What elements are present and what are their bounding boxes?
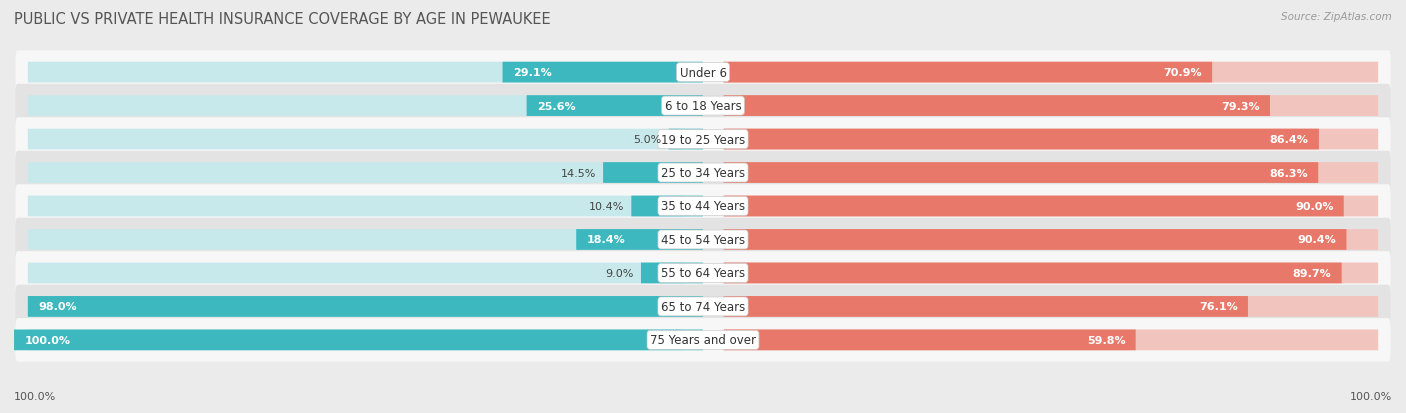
- FancyBboxPatch shape: [724, 196, 1378, 217]
- FancyBboxPatch shape: [724, 263, 1378, 284]
- FancyBboxPatch shape: [527, 96, 703, 117]
- Text: 5.0%: 5.0%: [634, 135, 662, 145]
- FancyBboxPatch shape: [724, 96, 1270, 117]
- FancyBboxPatch shape: [724, 230, 1378, 250]
- FancyBboxPatch shape: [641, 263, 703, 284]
- Text: 25 to 34 Years: 25 to 34 Years: [661, 166, 745, 180]
- Text: 10.4%: 10.4%: [589, 202, 624, 211]
- Text: 19 to 25 Years: 19 to 25 Years: [661, 133, 745, 146]
- FancyBboxPatch shape: [14, 330, 703, 350]
- FancyBboxPatch shape: [28, 129, 682, 150]
- FancyBboxPatch shape: [15, 218, 1391, 261]
- Text: 100.0%: 100.0%: [1350, 392, 1392, 401]
- FancyBboxPatch shape: [724, 196, 1344, 217]
- Text: 86.3%: 86.3%: [1270, 168, 1308, 178]
- Text: 79.3%: 79.3%: [1220, 101, 1260, 112]
- FancyBboxPatch shape: [724, 296, 1378, 317]
- Text: 90.0%: 90.0%: [1295, 202, 1333, 211]
- Text: 35 to 44 Years: 35 to 44 Years: [661, 200, 745, 213]
- FancyBboxPatch shape: [15, 85, 1391, 128]
- FancyBboxPatch shape: [724, 63, 1212, 83]
- FancyBboxPatch shape: [28, 296, 682, 317]
- Text: 29.1%: 29.1%: [513, 68, 551, 78]
- Text: 75 Years and over: 75 Years and over: [650, 334, 756, 347]
- Text: 14.5%: 14.5%: [561, 168, 596, 178]
- FancyBboxPatch shape: [15, 318, 1391, 362]
- Text: 100.0%: 100.0%: [24, 335, 70, 345]
- FancyBboxPatch shape: [724, 230, 1347, 250]
- Text: 90.4%: 90.4%: [1298, 235, 1336, 245]
- FancyBboxPatch shape: [15, 185, 1391, 228]
- FancyBboxPatch shape: [28, 63, 682, 83]
- FancyBboxPatch shape: [502, 63, 703, 83]
- FancyBboxPatch shape: [15, 152, 1391, 195]
- Text: 45 to 54 Years: 45 to 54 Years: [661, 233, 745, 247]
- FancyBboxPatch shape: [631, 196, 703, 217]
- FancyBboxPatch shape: [724, 163, 1319, 183]
- Text: 9.0%: 9.0%: [606, 268, 634, 278]
- Text: 59.8%: 59.8%: [1087, 335, 1125, 345]
- Text: 98.0%: 98.0%: [38, 301, 77, 312]
- Text: 65 to 74 Years: 65 to 74 Years: [661, 300, 745, 313]
- FancyBboxPatch shape: [28, 296, 703, 317]
- FancyBboxPatch shape: [28, 96, 682, 117]
- Text: 86.4%: 86.4%: [1270, 135, 1309, 145]
- FancyBboxPatch shape: [28, 263, 682, 284]
- FancyBboxPatch shape: [724, 63, 1378, 83]
- Text: 25.6%: 25.6%: [537, 101, 575, 112]
- FancyBboxPatch shape: [603, 163, 703, 183]
- FancyBboxPatch shape: [576, 230, 703, 250]
- Text: PUBLIC VS PRIVATE HEALTH INSURANCE COVERAGE BY AGE IN PEWAUKEE: PUBLIC VS PRIVATE HEALTH INSURANCE COVER…: [14, 12, 551, 27]
- Text: 89.7%: 89.7%: [1292, 268, 1331, 278]
- Text: 6 to 18 Years: 6 to 18 Years: [665, 100, 741, 113]
- FancyBboxPatch shape: [28, 163, 682, 183]
- FancyBboxPatch shape: [669, 129, 703, 150]
- FancyBboxPatch shape: [15, 51, 1391, 95]
- Text: 100.0%: 100.0%: [14, 392, 56, 401]
- FancyBboxPatch shape: [28, 330, 682, 350]
- FancyBboxPatch shape: [724, 296, 1249, 317]
- Text: 18.4%: 18.4%: [586, 235, 626, 245]
- FancyBboxPatch shape: [724, 330, 1378, 350]
- FancyBboxPatch shape: [28, 196, 682, 217]
- Text: 70.9%: 70.9%: [1163, 68, 1202, 78]
- FancyBboxPatch shape: [724, 129, 1319, 150]
- FancyBboxPatch shape: [724, 163, 1378, 183]
- FancyBboxPatch shape: [15, 252, 1391, 295]
- Text: 55 to 64 Years: 55 to 64 Years: [661, 267, 745, 280]
- FancyBboxPatch shape: [28, 230, 682, 250]
- Text: Under 6: Under 6: [679, 66, 727, 79]
- FancyBboxPatch shape: [724, 330, 1136, 350]
- Text: 76.1%: 76.1%: [1199, 301, 1237, 312]
- FancyBboxPatch shape: [724, 263, 1341, 284]
- Text: Source: ZipAtlas.com: Source: ZipAtlas.com: [1281, 12, 1392, 22]
- FancyBboxPatch shape: [15, 118, 1391, 161]
- FancyBboxPatch shape: [724, 129, 1378, 150]
- FancyBboxPatch shape: [724, 96, 1378, 117]
- FancyBboxPatch shape: [15, 285, 1391, 328]
